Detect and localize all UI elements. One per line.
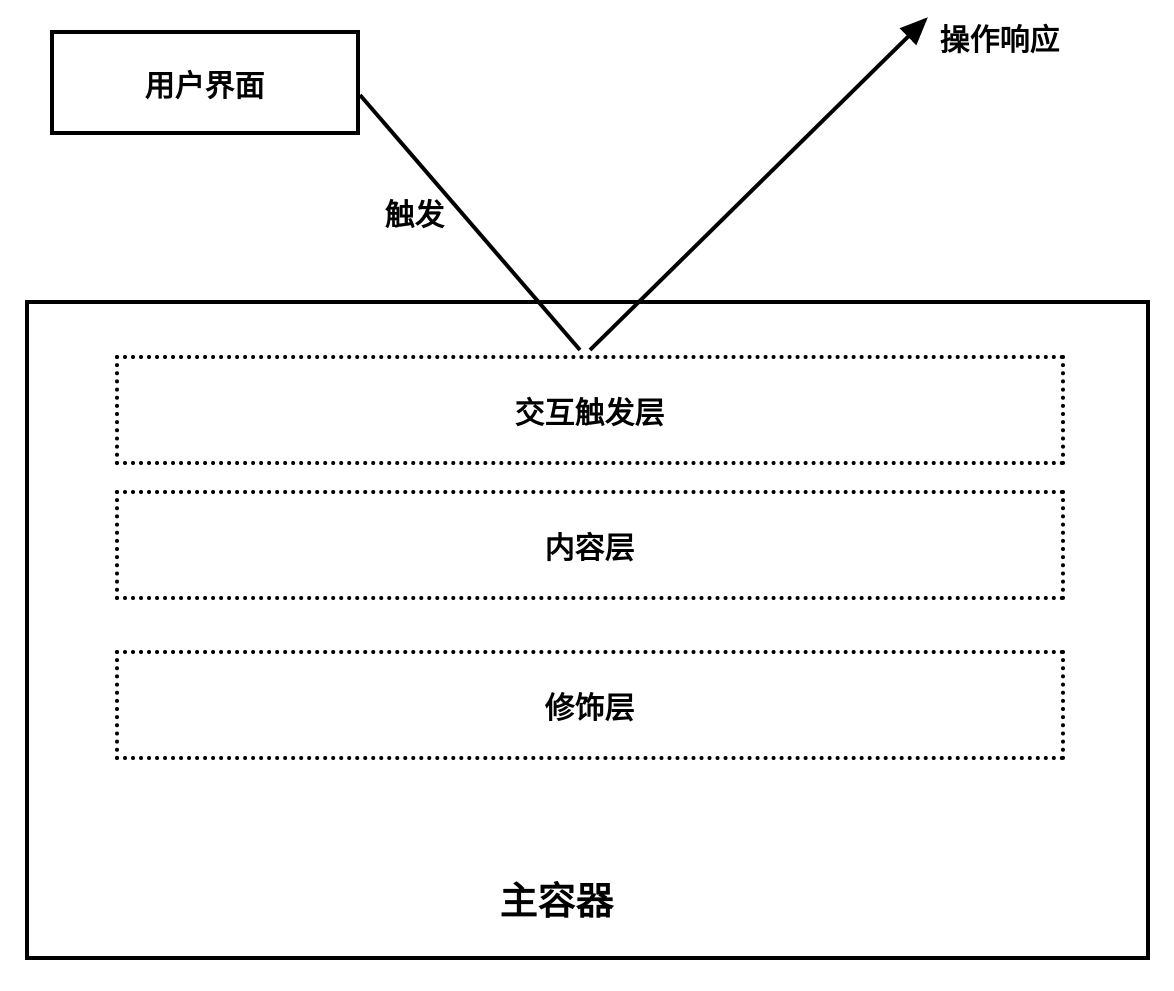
decoration-layer-label: 修饰层	[545, 683, 635, 727]
architecture-diagram: 用户界面 交互触发层 内容层 修饰层 主容器 触发 操作响应	[0, 0, 1174, 991]
response-edge-label: 操作响应	[940, 15, 1060, 59]
interaction-layer-label: 交互触发层	[515, 388, 665, 432]
user-interface-box: 用户界面	[50, 30, 360, 135]
user-interface-label: 用户界面	[145, 61, 265, 105]
content-layer: 内容层	[115, 490, 1065, 600]
main-container-label: 主容器	[500, 870, 614, 925]
interaction-trigger-layer: 交互触发层	[115, 355, 1065, 465]
content-layer-label: 内容层	[545, 523, 635, 567]
decoration-layer: 修饰层	[115, 650, 1065, 760]
trigger-edge-label: 触发	[385, 190, 445, 234]
